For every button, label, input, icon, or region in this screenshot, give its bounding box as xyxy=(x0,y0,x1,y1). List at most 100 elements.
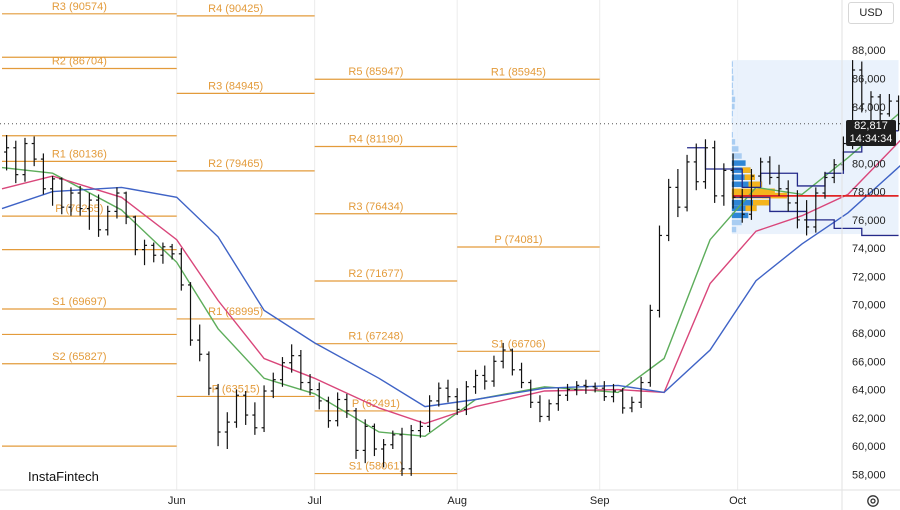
price-tick-label: 68,000 xyxy=(852,328,886,340)
pivot-level-label: S2 (65827) xyxy=(52,351,106,363)
ohlc-bar xyxy=(712,140,718,203)
volume-profile-bar xyxy=(731,181,763,188)
pivot-level-label: R2 (71677) xyxy=(348,268,403,280)
ohlc-bar xyxy=(445,379,451,403)
pivot-level-label: R4 (81190) xyxy=(349,134,403,146)
price-tick-label: 70,000 xyxy=(852,300,886,312)
ohlc-bar xyxy=(463,381,469,416)
volume-profile-bar xyxy=(731,205,757,212)
pivot-level-label: P (76265) xyxy=(55,203,103,215)
pivot-level-label: R3 (90574) xyxy=(52,1,107,13)
ohlc-bar xyxy=(390,430,396,449)
ohlc-bar xyxy=(188,282,194,346)
ohlc-bar xyxy=(233,389,239,428)
ohlc-bar xyxy=(583,379,589,394)
ohlc-bar xyxy=(877,94,883,121)
ohlc-bar xyxy=(96,194,102,237)
current-price-time: 14:34:34 xyxy=(849,133,893,145)
volume-profile-bar xyxy=(731,117,733,124)
time-tick-label: Aug xyxy=(447,495,467,507)
ohlc-bar xyxy=(4,135,10,171)
ohlc-bar xyxy=(381,439,387,468)
ohlc-bar xyxy=(59,177,65,215)
ohlc-bar xyxy=(555,388,561,411)
pivot-level-label: P (62491) xyxy=(352,398,400,410)
ohlc-bar xyxy=(666,178,672,242)
currency-selector[interactable]: USD xyxy=(848,2,894,24)
ohlc-bar xyxy=(537,395,543,423)
ohlc-bar xyxy=(399,427,405,476)
time-tick-label: Sep xyxy=(590,495,610,507)
ohlc-bar xyxy=(206,351,212,396)
current-price-value: 82,817 xyxy=(854,120,888,132)
ohlc-bar xyxy=(647,304,653,387)
ohlc-bar xyxy=(68,187,74,216)
ohlc-bar xyxy=(298,350,304,390)
ohlc-bar xyxy=(721,163,727,206)
ohlc-bar xyxy=(859,61,865,113)
ohlc-bar xyxy=(142,239,148,266)
volume-profile-bar-secondary xyxy=(753,199,771,206)
pivot-level-label: R3 (76434) xyxy=(348,201,403,213)
pivot-level-label: R3 (84945) xyxy=(208,80,263,92)
ohlc-bar xyxy=(427,395,433,433)
ohlc-bar xyxy=(546,399,552,421)
ohlc-bar xyxy=(831,159,837,184)
price-tick-label: 62,000 xyxy=(852,413,886,425)
ohlc-bar xyxy=(684,154,690,212)
ohlc-bar xyxy=(454,388,460,416)
ohlc-bar xyxy=(270,372,276,399)
ohlc-bar xyxy=(436,382,442,407)
volume-profile-bar-secondary xyxy=(742,167,751,173)
volume-profile-bar xyxy=(731,167,751,173)
ohlc-bar xyxy=(279,357,285,387)
ohlc-bar xyxy=(224,412,230,449)
price-tick-label: 80,000 xyxy=(852,158,886,170)
ohlc-bar xyxy=(252,402,258,435)
ohlc-bar xyxy=(50,176,56,206)
pivot-level-label: R1 (85945) xyxy=(491,66,546,78)
ohlc-bar xyxy=(519,362,525,389)
ohlc-bar xyxy=(31,136,37,167)
price-tick-label: 78,000 xyxy=(852,187,886,199)
pivot-level-label: R2 (86704) xyxy=(52,56,107,68)
ohlc-bar xyxy=(13,140,19,184)
volume-profile-bar xyxy=(731,96,736,103)
ohlc-bar xyxy=(40,153,46,195)
brand-watermark: InstaFintech xyxy=(28,469,99,484)
volume-profile-bar-secondary xyxy=(755,188,775,195)
volume-profile-bar xyxy=(731,146,739,152)
ohlc-bar xyxy=(86,193,92,230)
ohlc-bar xyxy=(748,168,754,220)
pivot-level-label: P (63515) xyxy=(212,383,260,395)
pivot-level-label: P (74081) xyxy=(494,234,542,246)
ohlc-bar xyxy=(601,381,607,401)
ohlc-bar xyxy=(813,187,819,233)
ohlc-bar xyxy=(307,374,313,396)
moving-average-line xyxy=(1,113,900,438)
price-tick-label: 66,000 xyxy=(852,356,886,368)
ohlc-bar xyxy=(160,242,166,264)
ohlc-bar xyxy=(491,355,497,387)
ohlc-bar xyxy=(638,376,644,408)
current-price-tag: 82,817 14:34:34 xyxy=(846,120,896,146)
ohlc-bar xyxy=(316,382,322,410)
settings-gear-icon[interactable] xyxy=(866,494,880,508)
time-tick-label: Oct xyxy=(729,495,746,507)
ohlc-bar xyxy=(565,383,571,401)
ohlc-bar xyxy=(758,157,764,182)
volume-profile-bar xyxy=(731,132,733,138)
pivot-level-label: R1 (68995) xyxy=(208,306,263,318)
pivot-level-label: R2 (79465) xyxy=(208,158,263,170)
volume-profile-bar xyxy=(731,61,733,67)
ohlc-bar xyxy=(197,324,203,362)
ohlc-bar xyxy=(408,424,414,476)
ohlc-bar xyxy=(353,407,359,459)
ohlc-bar xyxy=(362,419,368,464)
volume-profile-bar xyxy=(731,160,746,166)
volume-profile-bar xyxy=(731,103,735,110)
ohlc-bar xyxy=(509,348,515,376)
price-tick-label: 74,000 xyxy=(852,243,886,255)
price-tick-label: 84,000 xyxy=(852,102,886,114)
